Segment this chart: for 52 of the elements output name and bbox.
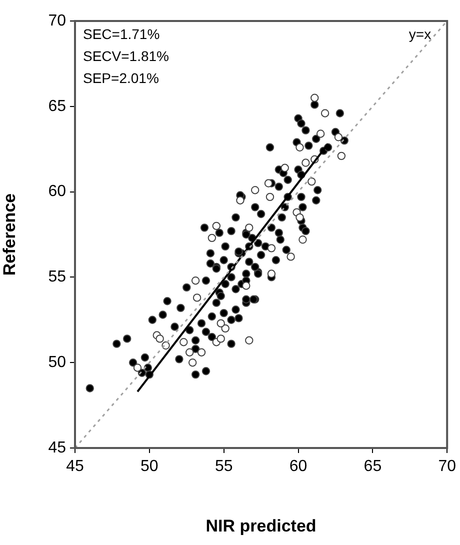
point (156, 334, 164, 343)
y-tick-label: 55 (48, 268, 66, 286)
point (266, 192, 274, 202)
y-tick-label: 45 (48, 439, 66, 456)
point (242, 282, 250, 290)
point (221, 324, 230, 333)
annotation: SEC=1.71% (83, 26, 160, 42)
point (192, 294, 202, 302)
point (302, 158, 310, 167)
point (298, 236, 307, 244)
x-tick-label: 50 (140, 458, 158, 476)
x-tick-label: 60 (289, 458, 308, 476)
point (296, 213, 304, 222)
y-tick-label: 70 (48, 12, 66, 30)
point (296, 143, 304, 152)
point (197, 348, 206, 356)
point (337, 152, 346, 160)
point (280, 164, 289, 172)
point (186, 348, 194, 356)
series-label: y=x (408, 26, 432, 42)
point (212, 222, 220, 230)
point (191, 276, 200, 285)
x-tick-label: 70 (438, 458, 456, 476)
point (216, 319, 225, 328)
point (180, 338, 188, 346)
point (267, 270, 276, 278)
y-axis-title: Reference (0, 193, 19, 276)
point (320, 109, 330, 118)
x-axis-title: NIR predicted (206, 516, 316, 536)
point (267, 244, 276, 252)
point (245, 336, 254, 344)
y-tick-label: 60 (48, 183, 66, 200)
point (188, 358, 197, 367)
point (236, 196, 244, 204)
point (250, 186, 260, 194)
point (264, 179, 273, 188)
annotation: SECV=1.81% (83, 48, 169, 64)
point (286, 252, 295, 261)
point (133, 364, 142, 372)
point (208, 234, 216, 242)
x-tick-label: 45 (66, 458, 84, 476)
point (334, 133, 343, 142)
annotation: SEP=2.01% (83, 70, 159, 86)
y-tick-label: 50 (48, 354, 66, 372)
point (308, 177, 316, 186)
x-tick-label: 55 (214, 458, 233, 476)
point (316, 130, 325, 138)
x-tick-label: 65 (364, 458, 382, 476)
point (310, 94, 319, 102)
point (216, 334, 225, 343)
y-tick-label: 65 (48, 98, 66, 115)
point (245, 224, 254, 232)
